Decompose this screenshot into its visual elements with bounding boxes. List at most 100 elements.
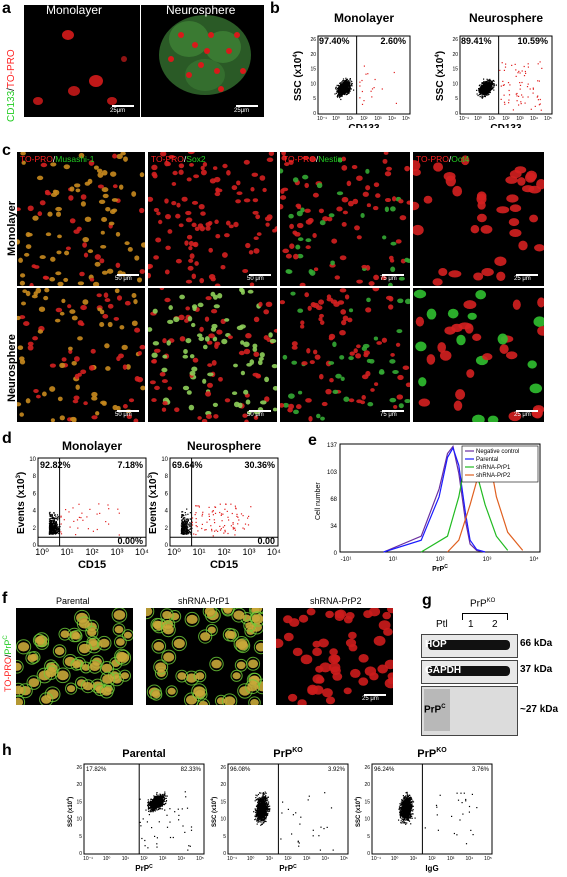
cell-nucleus [179, 336, 186, 342]
cell-nucleus [164, 297, 171, 303]
event-point [481, 96, 483, 98]
cell-nucleus [113, 610, 126, 620]
cell-nucleus [293, 409, 299, 415]
event-point [165, 795, 167, 797]
event-point [532, 92, 534, 94]
cell-nucleus [236, 191, 243, 196]
cell-nucleus [271, 363, 277, 369]
cell-nucleus [397, 298, 404, 304]
event-point [60, 523, 62, 525]
cell-nucleus [433, 162, 444, 172]
event-point [343, 84, 345, 86]
event-point [479, 96, 481, 98]
event-point [191, 520, 193, 522]
cell-nucleus [101, 270, 108, 275]
event-point [511, 64, 513, 66]
cell-nucleus [404, 257, 410, 263]
event-point [482, 93, 484, 95]
cell-nucleus [191, 273, 197, 280]
event-point [344, 81, 346, 83]
cell-nucleus [341, 156, 347, 162]
event-point [527, 96, 529, 98]
cell-nucleus [17, 239, 21, 245]
cell-nucleus [159, 372, 166, 377]
cell-nucleus [198, 336, 205, 342]
event-point [50, 517, 53, 519]
event-point [158, 800, 160, 802]
event-point [348, 92, 350, 94]
cell-nucleus [318, 638, 329, 648]
cell-nucleus [389, 397, 397, 403]
event-point [476, 89, 478, 91]
cell-membrane [221, 693, 238, 705]
event-point [189, 845, 191, 847]
event-point [187, 520, 189, 522]
cell-nucleus [49, 386, 56, 392]
quadrant-pct-left: 97.40% [319, 36, 350, 46]
scale-bar-label: 50 μm [247, 412, 264, 418]
event-point [184, 528, 186, 530]
event-point [164, 809, 166, 811]
event-point [340, 86, 342, 88]
event-point [255, 815, 257, 817]
event-point [479, 84, 481, 86]
cell-nucleus [331, 238, 338, 244]
cell-membrane [205, 608, 221, 624]
cell-nucleus [16, 685, 24, 695]
cell-nucleus [397, 374, 404, 380]
cell-nucleus [251, 172, 259, 177]
event-point [339, 95, 341, 98]
cell-nucleus [312, 192, 319, 198]
cell-nucleus [189, 354, 195, 359]
cell-nucleus [285, 253, 292, 259]
cell-nucleus [224, 398, 231, 403]
cell-nucleus [499, 344, 509, 354]
cell-nucleus [426, 308, 437, 320]
event-point [169, 808, 171, 810]
event-point [484, 94, 486, 96]
cell-nucleus [146, 608, 153, 617]
event-point [54, 530, 56, 532]
event-point [155, 805, 157, 807]
cell-nucleus [448, 270, 462, 278]
event-point [185, 796, 187, 798]
y-axis-label: SSC (x104) [435, 51, 446, 101]
cell-nucleus [28, 678, 40, 688]
x-tick-label: 10⁰ [474, 116, 482, 122]
event-point [160, 797, 162, 799]
event-point [159, 793, 161, 795]
panel-label-c: c [2, 142, 11, 159]
event-point [186, 807, 189, 809]
event-point [157, 804, 159, 806]
event-point [478, 90, 480, 92]
cell-membrane [245, 679, 260, 695]
event-point [154, 802, 157, 805]
event-point [340, 82, 342, 84]
cell-nucleus [95, 411, 100, 416]
event-point [483, 80, 485, 83]
y-tick-label: 20 [76, 782, 82, 788]
cell-nucleus [297, 699, 307, 705]
cell-nucleus [373, 336, 379, 341]
cell-nucleus [248, 659, 259, 669]
cell-nucleus [60, 630, 70, 638]
cell-membrane [191, 683, 207, 700]
cell-nucleus [68, 346, 73, 351]
event-point [180, 526, 183, 528]
cell-membrane [202, 608, 217, 619]
event-point [161, 796, 163, 798]
cell-nucleus [291, 345, 298, 350]
cell-nucleus [63, 164, 71, 170]
cell-nucleus [390, 206, 396, 212]
cell-nucleus [528, 185, 542, 194]
event-point [482, 96, 484, 99]
event-point [258, 819, 260, 821]
event-point [53, 529, 55, 531]
cell-nucleus [139, 269, 145, 274]
event-point [49, 514, 51, 517]
event-point [503, 84, 505, 86]
event-point [53, 532, 55, 534]
event-point [202, 511, 204, 513]
microscopy-monolayer-cd133: 25μm [24, 5, 140, 117]
